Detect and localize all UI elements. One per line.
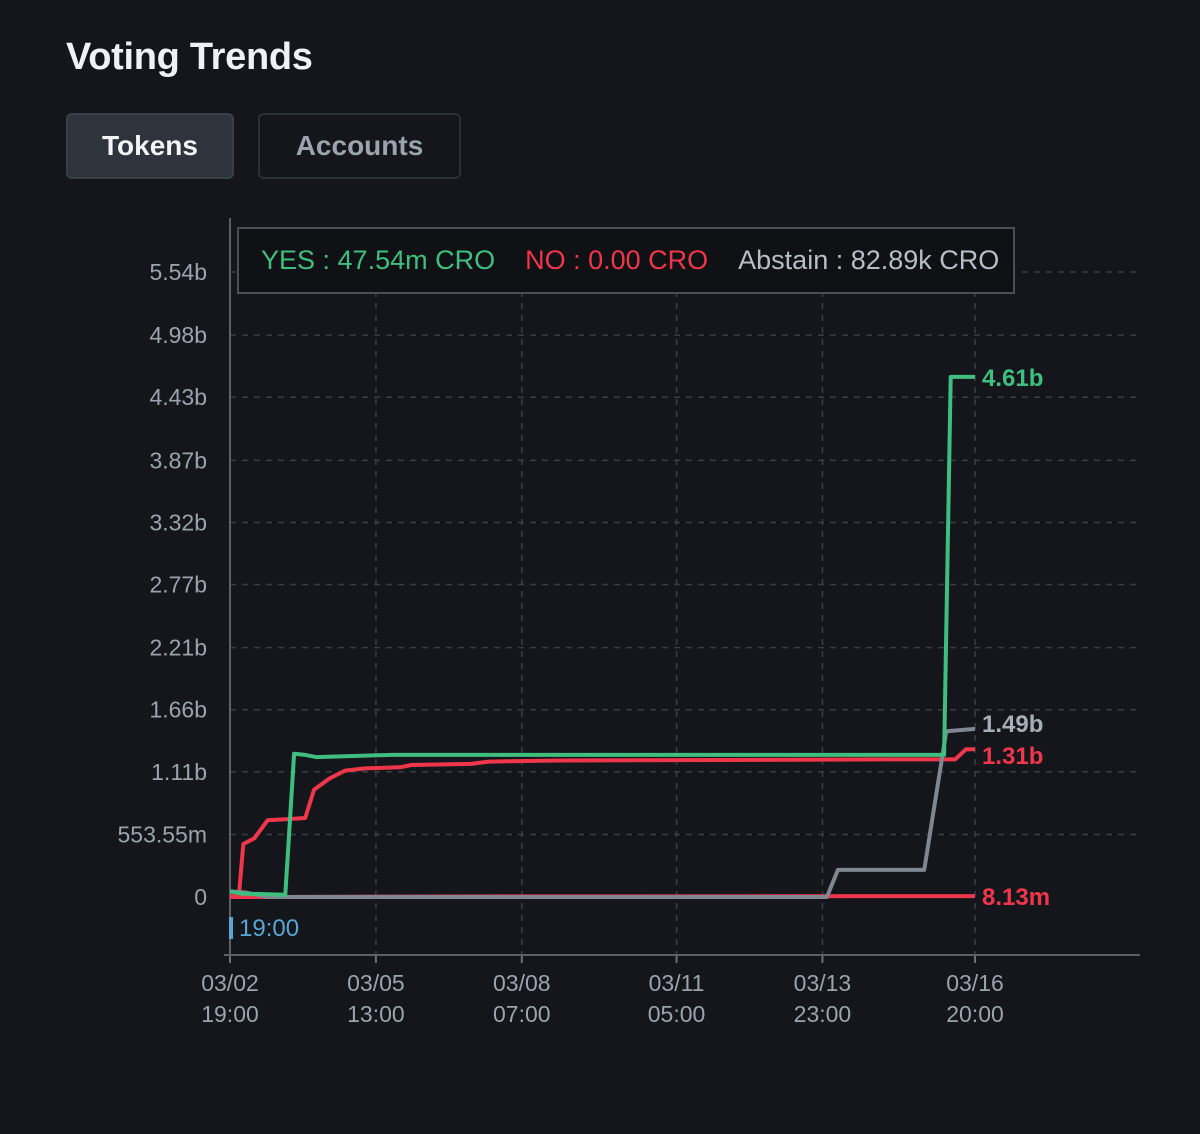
x-tick-label: 03/02 bbox=[201, 970, 259, 996]
tab-tokens[interactable]: Tokens bbox=[66, 113, 234, 179]
x-tick-label: 13:00 bbox=[347, 1001, 405, 1027]
chart-tooltip: YES : 47.54m CRO NO : 0.00 CRO Abstain :… bbox=[237, 227, 1015, 294]
crosshair-time-label: 19:00 bbox=[229, 915, 299, 943]
x-tick-label: 03/08 bbox=[493, 970, 551, 996]
y-tick-label: 0 bbox=[194, 884, 207, 910]
chart-axes: 0 553.55m 1.11b 1.66b 2.21b 2.77b 3.32b 3.87b 4.… bbox=[117, 218, 1140, 1027]
page-title: Voting Trends bbox=[66, 36, 313, 78]
y-tick-label: 3.32b bbox=[149, 509, 207, 535]
x-tick-label: 20:00 bbox=[946, 1001, 1004, 1027]
series-end-label: 8.13m bbox=[982, 884, 1050, 911]
series-end-label: 1.49b bbox=[982, 711, 1043, 738]
y-tick-label: 2.21b bbox=[149, 635, 207, 661]
tab-accounts[interactable]: Accounts bbox=[258, 113, 461, 179]
series-line-no bbox=[229, 747, 975, 899]
y-tick-label: 553.55m bbox=[117, 822, 207, 848]
chart-grid bbox=[229, 255, 1140, 955]
y-tick-label: 4.43b bbox=[149, 384, 207, 410]
legend-no: NO : 0.00 CRO bbox=[525, 245, 709, 275]
x-tick-label: 07:00 bbox=[493, 1001, 551, 1027]
y-tick-label: 2.77b bbox=[149, 572, 207, 598]
legend-abstain: Abstain : 82.89k CRO bbox=[738, 245, 1000, 275]
legend-yes: YES : 47.54m CRO bbox=[261, 245, 496, 275]
x-tick-label: 03/16 bbox=[946, 970, 1004, 996]
x-tick-label: 03/13 bbox=[794, 970, 852, 996]
series-end-label: 1.31b bbox=[982, 743, 1043, 770]
y-tick-label: 4.98b bbox=[149, 322, 207, 348]
x-tick-label: 03/05 bbox=[347, 970, 405, 996]
x-tick-label: 23:00 bbox=[794, 1001, 852, 1027]
chart-lines bbox=[229, 374, 976, 899]
x-tick-label: 03/11 bbox=[649, 970, 705, 996]
crosshair-marker bbox=[229, 917, 233, 939]
series-end-label: 4.61b bbox=[982, 365, 1043, 392]
y-tick-label: 1.11b bbox=[151, 759, 207, 785]
x-tick-label: 19:00 bbox=[201, 1001, 259, 1027]
crosshair-time: 19:00 bbox=[239, 915, 300, 942]
series-line-yes bbox=[229, 374, 975, 897]
tab-bar: Tokens Accounts bbox=[66, 113, 461, 179]
x-tick-label: 05:00 bbox=[648, 1001, 706, 1027]
y-tick-label: 5.54b bbox=[149, 259, 207, 285]
y-tick-label: 1.66b bbox=[149, 697, 207, 723]
y-tick-label: 3.87b bbox=[149, 447, 207, 473]
chart-labels: 4.61b 1.31b 1.49b 8.13m bbox=[982, 365, 1050, 911]
